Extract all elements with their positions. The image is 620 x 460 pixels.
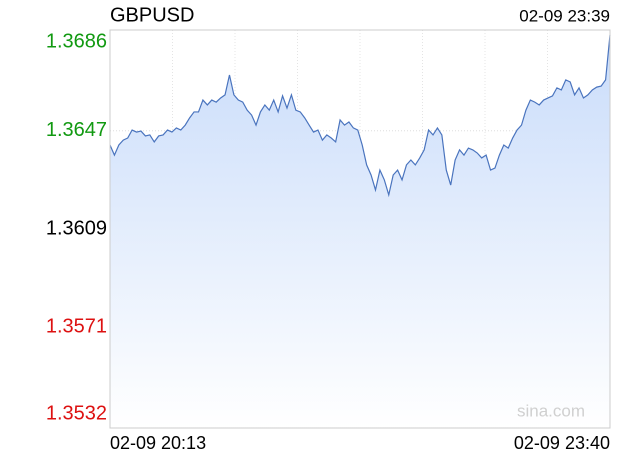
area [110,34,610,428]
plot-frame [109,29,611,429]
price-line [109,34,611,198]
timestamp: 02-09 23:39 [519,6,610,25]
watermark: sina.com [517,401,585,420]
y-tick-label: 1.3532 [46,402,107,424]
y-tick-label: 1.3609 [46,217,107,239]
x-tick-label: 02-09 20:13 [110,433,206,453]
x-tick-label: 02-09 23:40 [514,433,610,453]
y-tick-label: 1.3647 [46,119,107,141]
chart-title: GBPUSD [110,4,194,26]
y-tick-label: 1.3571 [46,315,107,337]
y-tick-label: 1.3686 [46,30,107,52]
